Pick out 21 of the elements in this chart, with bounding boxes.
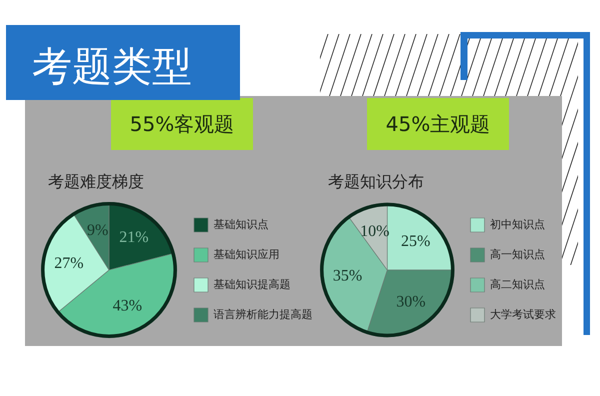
text: 考题类型 <box>32 43 192 92</box>
text: 55%客观题 <box>130 110 234 138</box>
data-label: 30% <box>396 294 426 311</box>
legend-label: 初中知识点 <box>490 218 545 231</box>
chart-title: 考题难度梯度 <box>48 172 144 193</box>
data-label: 25% <box>400 232 430 250</box>
legend-label: 基础知识点 <box>214 218 268 231</box>
data-label: 9% <box>87 222 108 240</box>
legend-label: 基础知识应用 <box>214 248 280 261</box>
legend-label: 大学考试要求 <box>490 308 556 321</box>
data-label: 10% <box>360 223 390 240</box>
data-label: 43% <box>112 297 142 314</box>
data-label: 27% <box>54 254 84 272</box>
legend-label: 语言辨析能力提高题 <box>214 308 312 321</box>
legend-label: 高一知识点 <box>490 248 545 261</box>
data-label: 21% <box>119 229 149 246</box>
data-label: 35% <box>332 267 362 284</box>
text: 45%主观题 <box>386 110 490 138</box>
legend-label: 基础知识提高题 <box>214 278 290 291</box>
legend-label: 高二知识点 <box>490 278 545 291</box>
chart-title: 考题知识分布 <box>328 172 424 193</box>
